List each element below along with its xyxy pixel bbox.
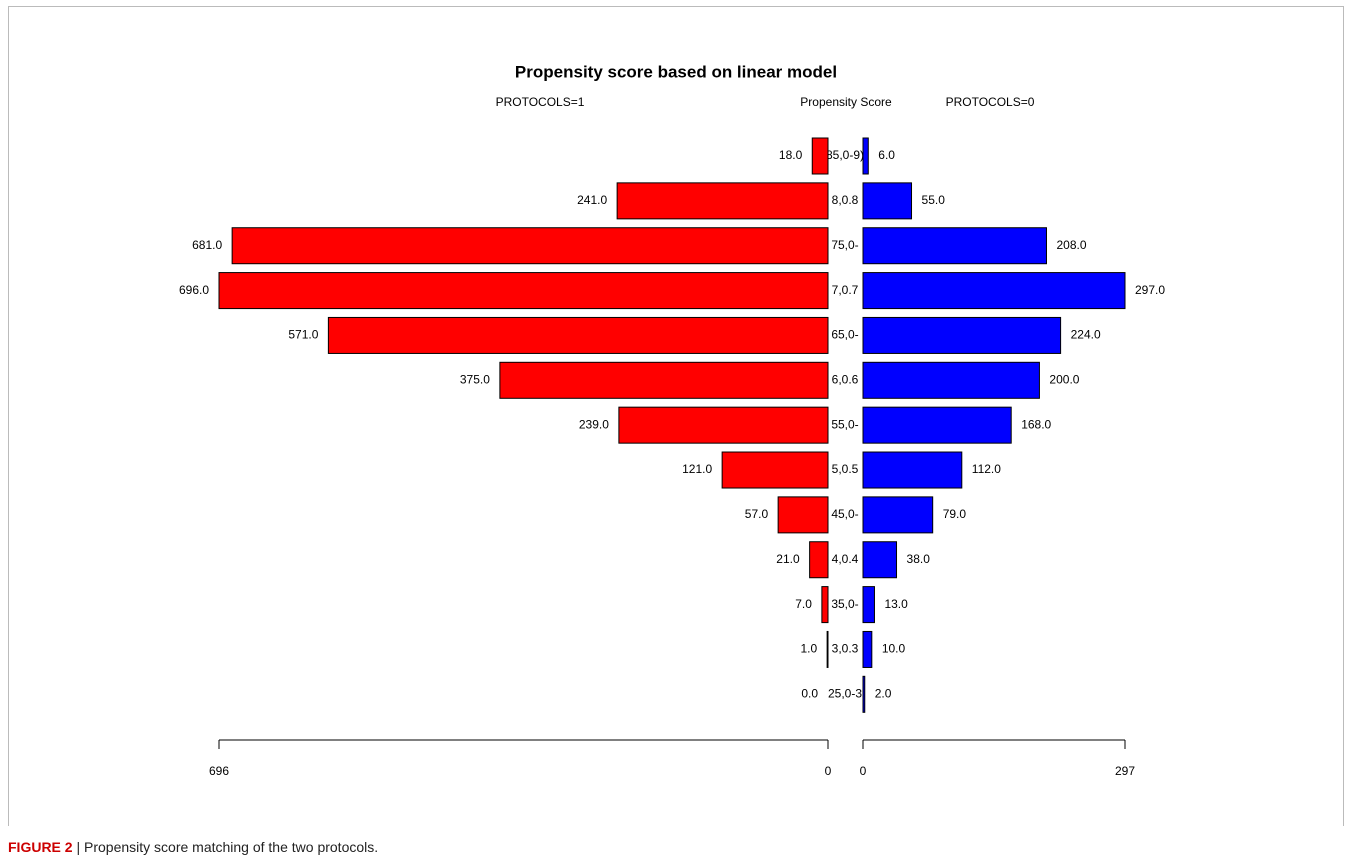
- bar: [821, 586, 829, 624]
- category-label: 3,0.3: [832, 642, 859, 656]
- value-label: 112.0: [972, 462, 1001, 476]
- category-label: 4,0.4: [832, 552, 859, 566]
- bar: [218, 272, 829, 310]
- x-tick-label: 0: [860, 764, 867, 778]
- value-label: 38.0: [907, 552, 931, 566]
- x-tick-label: 297: [1115, 764, 1135, 778]
- x-tick-label: 696: [209, 764, 229, 778]
- bar: [862, 541, 898, 579]
- value-label: 21.0: [776, 552, 800, 566]
- value-label: 168.0: [1021, 417, 1051, 431]
- value-label: 297.0: [1135, 283, 1165, 297]
- bar: [862, 137, 869, 175]
- bar: [862, 316, 1062, 354]
- category-label: 5,0.5: [832, 462, 859, 476]
- value-label: 57.0: [745, 507, 769, 521]
- caption-label: FIGURE 2: [8, 839, 73, 855]
- bar: [862, 182, 913, 220]
- bar: [811, 137, 829, 175]
- value-label: 571.0: [288, 328, 318, 342]
- bar: [809, 541, 829, 579]
- category-label: 6,0.6: [832, 372, 859, 386]
- bar: [862, 630, 873, 668]
- bar: [231, 227, 829, 265]
- bar: [862, 675, 866, 713]
- bar: [618, 406, 829, 444]
- value-label: 55.0: [922, 193, 946, 207]
- value-label: 696.0: [179, 283, 209, 297]
- value-label: 7.0: [795, 597, 812, 611]
- bar: [327, 316, 829, 354]
- caption: FIGURE 2 | Propensity score matching of …: [8, 839, 379, 855]
- chart-title: Propensity score based on linear model: [515, 62, 837, 81]
- bar: [862, 227, 1047, 265]
- value-label: 13.0: [884, 597, 908, 611]
- value-label: 375.0: [460, 372, 490, 386]
- category-label: 55,0-: [831, 417, 858, 431]
- bar: [826, 630, 829, 668]
- bar: [862, 272, 1126, 310]
- bar: [862, 406, 1012, 444]
- value-label: 6.0: [878, 148, 895, 162]
- category-label: 35,0-: [831, 597, 858, 611]
- bar: [499, 361, 829, 399]
- legend-label: PROTOCOLS=1: [496, 95, 585, 109]
- category-label: 85,0-9): [826, 148, 864, 162]
- category-axis-label: Propensity Score: [800, 95, 892, 109]
- caption-text: Propensity score matching of the two pro…: [84, 839, 379, 855]
- category-label: 8,0.8: [832, 193, 859, 207]
- category-label: 75,0-: [831, 238, 858, 252]
- category-label: 65,0-: [831, 328, 858, 342]
- value-label: 1.0: [800, 642, 817, 656]
- value-label: 208.0: [1056, 238, 1086, 252]
- x-tick-label: 0: [825, 764, 832, 778]
- bar: [862, 451, 963, 489]
- bar: [862, 496, 934, 534]
- value-label: 79.0: [943, 507, 967, 521]
- value-label: 10.0: [882, 642, 906, 656]
- bar: [721, 451, 829, 489]
- bar: [777, 496, 829, 534]
- bar: [862, 361, 1040, 399]
- value-label: 0.0: [801, 686, 818, 700]
- bar: [862, 586, 875, 624]
- figure-frame: [8, 6, 1344, 826]
- value-label: 241.0: [577, 193, 607, 207]
- value-label: 2.0: [875, 686, 892, 700]
- category-label: 25,0-3: [828, 686, 862, 700]
- bar: [616, 182, 829, 220]
- chart: Propensity score based on linear model P…: [179, 62, 1165, 778]
- legend-label: PROTOCOLS=0: [946, 95, 1035, 109]
- value-label: 121.0: [682, 462, 712, 476]
- category-label: 45,0-: [831, 507, 858, 521]
- value-label: 224.0: [1071, 328, 1101, 342]
- category-label: 7,0.7: [832, 283, 859, 297]
- value-label: 200.0: [1049, 372, 1079, 386]
- value-label: 681.0: [192, 238, 222, 252]
- value-label: 239.0: [579, 417, 609, 431]
- value-label: 18.0: [779, 148, 803, 162]
